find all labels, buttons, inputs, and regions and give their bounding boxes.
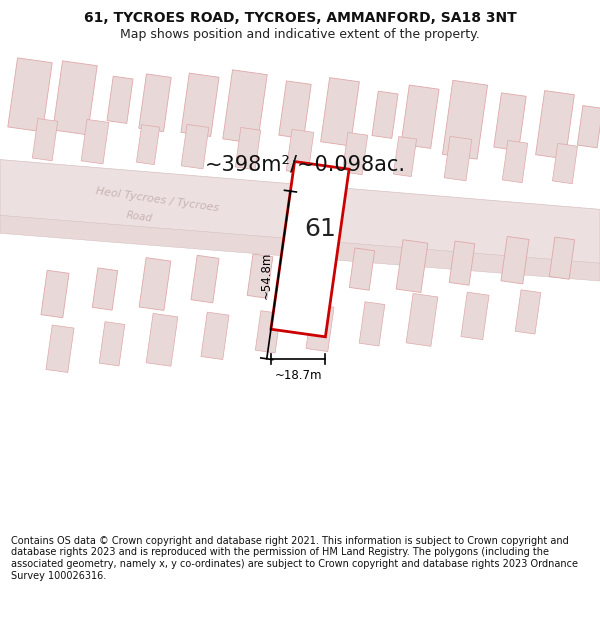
Polygon shape: [92, 268, 118, 310]
Polygon shape: [320, 78, 359, 146]
Polygon shape: [201, 312, 229, 359]
Polygon shape: [279, 81, 311, 139]
Text: 61, TYCROES ROAD, TYCROES, AMMANFORD, SA18 3NT: 61, TYCROES ROAD, TYCROES, AMMANFORD, SA…: [83, 11, 517, 25]
Polygon shape: [449, 241, 475, 285]
Polygon shape: [46, 325, 74, 372]
Polygon shape: [394, 137, 416, 176]
Polygon shape: [502, 141, 527, 182]
Polygon shape: [81, 119, 109, 164]
Polygon shape: [99, 322, 125, 366]
Text: Contains OS data © Crown copyright and database right 2021. This information is : Contains OS data © Crown copyright and d…: [11, 536, 578, 581]
Polygon shape: [494, 93, 526, 151]
Polygon shape: [32, 119, 58, 161]
Polygon shape: [181, 73, 219, 136]
Polygon shape: [396, 240, 428, 292]
Polygon shape: [8, 58, 52, 132]
Polygon shape: [461, 292, 489, 339]
Text: ~18.7m: ~18.7m: [274, 369, 322, 382]
Polygon shape: [139, 74, 171, 132]
Polygon shape: [444, 136, 472, 181]
Polygon shape: [247, 254, 273, 298]
Text: ~398m²/~0.098ac.: ~398m²/~0.098ac.: [205, 154, 406, 174]
Polygon shape: [286, 129, 314, 174]
Polygon shape: [501, 236, 529, 284]
Polygon shape: [271, 161, 349, 337]
Polygon shape: [306, 304, 334, 352]
Polygon shape: [536, 91, 574, 159]
Polygon shape: [223, 70, 267, 144]
Polygon shape: [0, 159, 600, 269]
Polygon shape: [577, 106, 600, 148]
Polygon shape: [401, 85, 439, 148]
Polygon shape: [515, 290, 541, 334]
Polygon shape: [41, 270, 69, 318]
Polygon shape: [53, 61, 97, 135]
Polygon shape: [442, 81, 488, 159]
Polygon shape: [343, 132, 368, 175]
Text: ~54.8m: ~54.8m: [260, 251, 273, 299]
Polygon shape: [181, 124, 209, 169]
Polygon shape: [550, 237, 575, 279]
Polygon shape: [107, 76, 133, 123]
Polygon shape: [301, 248, 329, 295]
Polygon shape: [0, 216, 600, 281]
Polygon shape: [146, 313, 178, 366]
Text: Map shows position and indicative extent of the property.: Map shows position and indicative extent…: [120, 28, 480, 41]
Polygon shape: [406, 294, 438, 346]
Polygon shape: [235, 127, 260, 170]
Polygon shape: [553, 143, 578, 184]
Polygon shape: [256, 311, 281, 353]
Polygon shape: [372, 91, 398, 138]
Text: Road: Road: [125, 211, 153, 224]
Text: Heol Tycroes / Tycroes: Heol Tycroes / Tycroes: [95, 186, 220, 213]
Polygon shape: [349, 248, 374, 290]
Polygon shape: [136, 124, 160, 164]
Polygon shape: [139, 258, 171, 311]
Polygon shape: [359, 302, 385, 346]
Polygon shape: [191, 256, 219, 302]
Text: 61: 61: [304, 217, 336, 241]
